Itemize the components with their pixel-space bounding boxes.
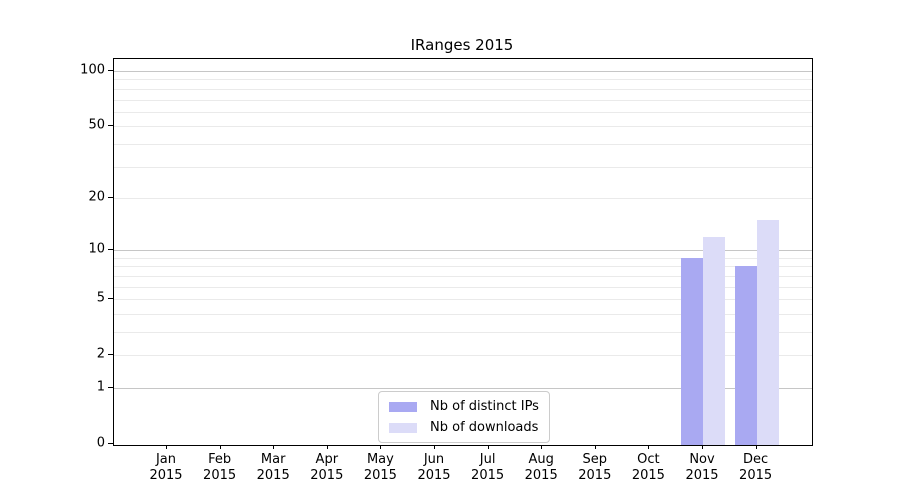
gridline-minor-80 xyxy=(114,88,812,90)
x-tick-year-mar: 2015 xyxy=(256,468,290,483)
gridline-major-10 xyxy=(114,250,812,252)
x-tick-label-nov: Nov 2015 xyxy=(670,452,734,484)
x-tick-label-jul: Jul 2015 xyxy=(456,452,520,484)
x-tick-month-may: May xyxy=(366,452,394,467)
y-tick-mark-0 xyxy=(108,443,113,444)
plot-area xyxy=(113,58,813,446)
y-tick-mark-10 xyxy=(108,249,113,251)
x-tick-mark-may xyxy=(380,445,382,449)
x-tick-month-nov: Nov xyxy=(689,452,715,467)
y-tick-mark-1 xyxy=(108,387,113,388)
x-tick-label-feb: Feb 2015 xyxy=(188,452,252,484)
y-tick-label-5: 5 xyxy=(96,290,105,306)
y-tick-label-2: 2 xyxy=(96,346,105,362)
y-tick-label-10: 10 xyxy=(88,241,105,257)
y-tick-mark-2 xyxy=(108,354,113,356)
gridline-minor-50 xyxy=(114,126,812,128)
legend-swatch-distinct-ips xyxy=(389,401,417,412)
y-tick-label-50: 50 xyxy=(88,117,105,133)
bar-nov-downloads xyxy=(703,236,725,445)
x-tick-year-jul: 2015 xyxy=(471,468,505,483)
x-tick-year-oct: 2015 xyxy=(631,468,665,483)
x-tick-year-jun: 2015 xyxy=(417,468,451,483)
x-tick-label-aug: Aug 2015 xyxy=(509,452,573,484)
x-tick-year-nov: 2015 xyxy=(685,468,719,483)
x-tick-mark-aug xyxy=(541,445,543,449)
x-tick-label-may: May 2015 xyxy=(348,452,412,484)
y-tick-mark-20 xyxy=(108,196,113,198)
x-tick-month-jul: Jul xyxy=(479,452,496,467)
bar-nov-distinct-ips xyxy=(681,257,703,445)
gridline-minor-3 xyxy=(114,332,812,333)
gridline-minor-6 xyxy=(114,286,812,288)
gridline-minor-9 xyxy=(114,257,812,259)
x-tick-month-jun: Jun xyxy=(423,452,445,467)
x-tick-year-apr: 2015 xyxy=(310,468,344,483)
legend-row-distinct-ips: Nb of distinct IPs xyxy=(389,399,539,414)
x-tick-year-aug: 2015 xyxy=(524,468,558,483)
y-tick-label-100: 100 xyxy=(80,62,105,78)
y-tick-mark-5 xyxy=(108,298,113,300)
bar-dec-downloads xyxy=(756,219,779,445)
gridline-minor-2 xyxy=(114,355,812,357)
x-tick-label-jun: Jun 2015 xyxy=(402,452,466,484)
x-tick-mark-dec xyxy=(755,445,757,449)
gridline-minor-40 xyxy=(114,143,812,145)
x-tick-label-apr: Apr 2015 xyxy=(295,452,359,484)
x-tick-mark-mar xyxy=(273,445,275,449)
x-tick-year-may: 2015 xyxy=(363,468,397,483)
gridline-minor-60 xyxy=(114,111,812,113)
x-tick-month-jan: Jan xyxy=(155,452,177,467)
x-tick-mark-feb xyxy=(219,445,221,449)
legend: Nb of distinct IPs Nb of downloads xyxy=(378,391,550,443)
x-tick-year-jan: 2015 xyxy=(149,468,183,483)
x-tick-month-feb: Feb xyxy=(208,452,232,467)
x-tick-mark-oct xyxy=(648,445,650,449)
legend-label-downloads: Nb of downloads xyxy=(430,420,539,435)
y-tick-label-0: 0 xyxy=(96,435,105,451)
bar-dec-distinct-ips xyxy=(734,266,757,445)
x-tick-mark-sep xyxy=(594,445,596,449)
x-tick-label-jan: Jan 2015 xyxy=(134,452,198,484)
x-tick-label-oct: Oct 2015 xyxy=(616,452,680,484)
legend-swatch-downloads xyxy=(389,422,417,433)
x-tick-month-aug: Aug xyxy=(528,452,554,467)
x-tick-mark-nov xyxy=(702,445,703,449)
legend-row-downloads: Nb of downloads xyxy=(389,420,539,435)
y-tick-label-1: 1 xyxy=(96,379,105,395)
x-tick-mark-jan xyxy=(166,445,167,449)
y-tick-label-20: 20 xyxy=(88,189,105,205)
x-tick-label-sep: Sep 2015 xyxy=(563,452,627,484)
y-tick-mark-50 xyxy=(108,125,113,127)
gridline-minor-4 xyxy=(114,313,812,315)
x-tick-mark-jun xyxy=(434,445,435,449)
x-tick-mark-apr xyxy=(326,445,328,449)
gridline-minor-30 xyxy=(114,166,812,168)
gridline-minor-8 xyxy=(114,266,812,268)
x-tick-month-mar: Mar xyxy=(260,452,286,467)
x-tick-year-sep: 2015 xyxy=(578,468,612,483)
legend-label-distinct-ips: Nb of distinct IPs xyxy=(430,399,539,414)
gridline-major-100 xyxy=(114,71,812,72)
gridline-minor-90 xyxy=(114,79,812,81)
x-tick-month-oct: Oct xyxy=(637,452,660,467)
gridline-minor-7 xyxy=(114,275,812,277)
x-tick-month-dec: Dec xyxy=(743,452,769,467)
x-tick-month-apr: Apr xyxy=(315,452,339,467)
y-tick-mark-100 xyxy=(108,70,113,71)
gridline-minor-20 xyxy=(114,197,812,199)
gridline-major-1 xyxy=(114,388,812,389)
x-tick-month-sep: Sep xyxy=(582,452,608,467)
chart-title: IRanges 2015 xyxy=(410,36,514,54)
x-tick-mark-jul xyxy=(487,445,489,449)
x-tick-year-dec: 2015 xyxy=(739,468,773,483)
x-tick-year-feb: 2015 xyxy=(203,468,237,483)
gridline-minor-5 xyxy=(114,299,812,301)
gridline-minor-70 xyxy=(114,99,812,101)
x-tick-label-dec: Dec 2015 xyxy=(724,452,788,484)
x-tick-label-mar: Mar 2015 xyxy=(241,452,305,484)
